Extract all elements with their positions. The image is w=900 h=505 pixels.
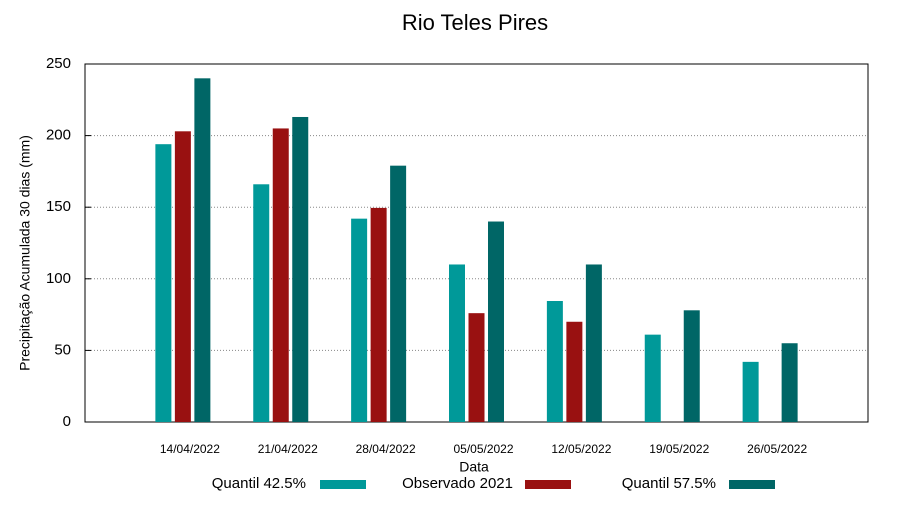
x-tick-label: 21/04/2022 bbox=[258, 442, 318, 456]
legend-swatch bbox=[320, 480, 366, 489]
bar bbox=[272, 128, 289, 422]
bar bbox=[488, 221, 504, 422]
legend-label: Quantil 57.5% bbox=[622, 475, 716, 492]
chart-title: Rio Teles Pires bbox=[402, 10, 548, 35]
legend-swatch bbox=[729, 480, 775, 489]
y-tick-label: 50 bbox=[54, 341, 71, 358]
x-tick-label: 26/05/2022 bbox=[747, 442, 807, 456]
legend-label: Quantil 42.5% bbox=[212, 475, 306, 492]
bar bbox=[253, 184, 270, 422]
legend-label: Observado 2021 bbox=[402, 475, 513, 492]
bar bbox=[585, 264, 602, 422]
bar bbox=[292, 116, 309, 422]
bar bbox=[644, 334, 661, 422]
bar bbox=[390, 165, 407, 422]
bar bbox=[449, 264, 465, 422]
y-tick-label: 200 bbox=[46, 127, 71, 144]
bar bbox=[546, 300, 563, 422]
bar bbox=[370, 207, 387, 422]
bar bbox=[174, 131, 191, 422]
x-tick-label: 05/05/2022 bbox=[453, 442, 513, 456]
bar bbox=[194, 78, 211, 422]
y-tick-label: 100 bbox=[46, 270, 71, 287]
y-axis-label: Precipitação Acumulada 30 dias (mm) bbox=[17, 135, 33, 371]
bar bbox=[468, 313, 485, 422]
bar bbox=[683, 310, 700, 422]
x-axis-label: Data bbox=[459, 459, 489, 475]
x-tick-label: 19/05/2022 bbox=[649, 442, 709, 456]
y-tick-label: 150 bbox=[46, 198, 71, 215]
y-tick-label: 0 bbox=[63, 413, 71, 430]
bar bbox=[566, 321, 583, 422]
y-tick-label: 250 bbox=[46, 55, 71, 72]
x-tick-label: 12/05/2022 bbox=[551, 442, 611, 456]
x-tick-label: 14/04/2022 bbox=[160, 442, 220, 456]
bar bbox=[742, 361, 759, 422]
bar bbox=[155, 144, 172, 422]
x-tick-label: 28/04/2022 bbox=[356, 442, 416, 456]
legend-swatch bbox=[525, 480, 571, 489]
bar bbox=[781, 343, 798, 422]
bar bbox=[351, 218, 368, 422]
